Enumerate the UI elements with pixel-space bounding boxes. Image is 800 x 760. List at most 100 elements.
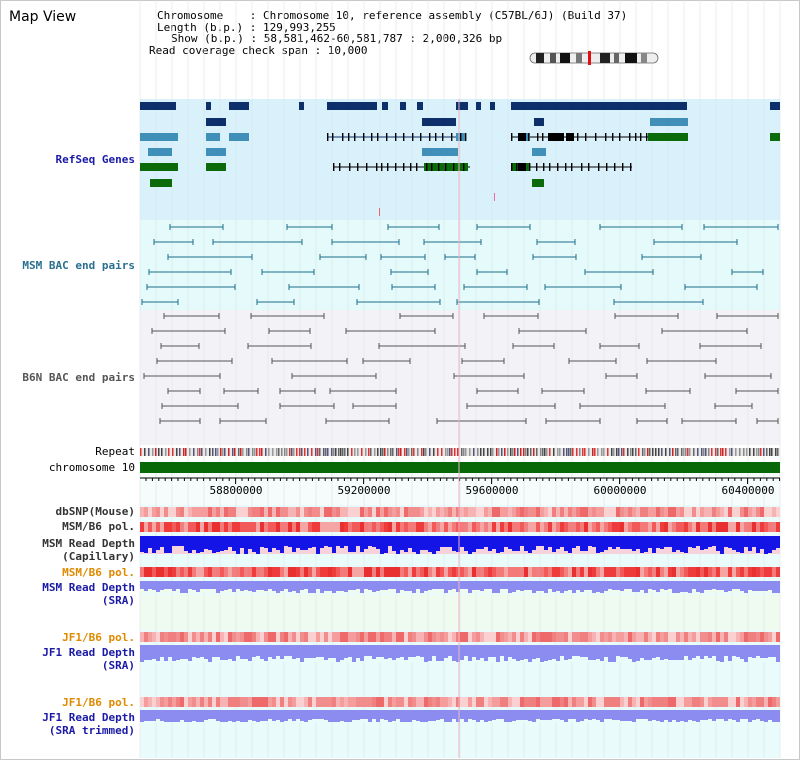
depth-bar — [140, 645, 144, 662]
refseq-gene[interactable] — [422, 148, 458, 156]
track-label-chromosome[interactable]: chromosome 10 — [48, 461, 135, 474]
repeat-track[interactable] — [140, 448, 780, 456]
depth-bar — [648, 710, 652, 721]
polymorphism-cell — [468, 522, 472, 532]
polymorphism-cell — [436, 507, 440, 517]
refseq-gene[interactable] — [490, 102, 495, 110]
depth-bar — [676, 645, 680, 660]
track-label-msm-bac[interactable]: MSM BAC end pairs — [22, 259, 135, 272]
refseq-gene[interactable] — [206, 118, 226, 126]
polymorphism-cell — [728, 697, 732, 707]
depth-bar — [212, 645, 216, 657]
refseq-gene[interactable] — [532, 148, 546, 156]
depth-bar — [328, 645, 332, 658]
polymorphism-tracks[interactable] — [140, 507, 780, 722]
refseq-gene[interactable] — [206, 102, 211, 110]
polymorphism-cell — [400, 567, 404, 577]
refseq-gene[interactable] — [400, 102, 406, 110]
refseq-gene[interactable] — [299, 102, 304, 110]
refseq-gene[interactable] — [148, 148, 172, 156]
track-label-msm-b6-pol-1[interactable]: MSM/B6 pol. — [62, 520, 135, 533]
polymorphism-cell — [212, 507, 216, 517]
refseq-gene[interactable] — [229, 133, 249, 141]
refseq-gene[interactable] — [534, 118, 544, 126]
depth-bar — [548, 645, 552, 660]
refseq-gene[interactable] — [382, 102, 388, 110]
msm-bac-pairs[interactable] — [141, 224, 779, 305]
depth-bar — [436, 581, 440, 589]
depth-bar — [364, 536, 368, 549]
repeat-element — [421, 448, 423, 456]
refseq-gene[interactable] — [206, 148, 226, 156]
depth-bar — [312, 710, 316, 719]
chromosome-ideogram[interactable] — [529, 51, 659, 65]
polymorphism-cell — [612, 632, 616, 642]
track-label-jf1-b6-pol-2[interactable]: JF1/B6 pol. — [62, 696, 135, 709]
polymorphism-cell — [564, 507, 568, 517]
refseq-gene[interactable] — [140, 163, 178, 171]
polymorphism-cell — [216, 507, 220, 517]
refseq-gene[interactable] — [206, 163, 226, 171]
polymorphism-cell — [252, 522, 256, 532]
refseq-gene[interactable] — [770, 133, 780, 141]
depth-bar — [324, 710, 328, 720]
polymorphism-cell — [656, 522, 660, 532]
polymorphism-cell — [240, 632, 244, 642]
depth-bar — [252, 536, 256, 552]
polymorphism-cell — [624, 632, 628, 642]
refseq-gene[interactable] — [770, 102, 780, 110]
repeat-element — [647, 448, 649, 456]
polymorphism-cell — [372, 697, 376, 707]
polymorphism-cell — [632, 567, 636, 577]
polymorphism-cell — [716, 697, 720, 707]
track-label-msm-depth-capillary[interactable]: MSM Read Depth (Capillary) — [0, 537, 135, 563]
repeat-element — [347, 448, 349, 456]
repeat-element — [217, 448, 219, 456]
polymorphism-cell — [532, 507, 536, 517]
track-label-jf1-depth-sra[interactable]: JF1 Read Depth (SRA) — [0, 646, 135, 672]
depth-bar — [332, 536, 336, 553]
track-label-refseq[interactable]: RefSeq Genes — [55, 153, 135, 166]
refseq-gene[interactable] — [456, 102, 468, 110]
track-label-msm-b6-pol-2[interactable]: MSM/B6 pol. — [62, 566, 135, 579]
refseq-gene[interactable] — [648, 133, 688, 141]
refseq-gene[interactable] — [327, 102, 377, 110]
polymorphism-cell — [144, 632, 148, 642]
refseq-gene[interactable] — [650, 118, 688, 126]
refseq-gene[interactable] — [532, 179, 544, 187]
depth-bar — [696, 710, 700, 722]
polymorphism-cell — [604, 697, 608, 707]
chromosome-bar[interactable] — [140, 462, 780, 473]
polymorphism-cell — [192, 632, 196, 642]
refseq-gene[interactable] — [150, 179, 172, 187]
refseq-gene[interactable] — [140, 102, 176, 110]
polymorphism-cell — [316, 567, 320, 577]
b6n-bac-pairs[interactable] — [143, 313, 779, 424]
track-label-b6n-bac[interactable]: B6N BAC end pairs — [22, 371, 135, 384]
refseq-gene[interactable] — [229, 102, 249, 110]
track-label-msm-depth-sra[interactable]: MSM Read Depth (SRA) — [0, 581, 135, 607]
track-label-jf1-b6-pol-1[interactable]: JF1/B6 pol. — [62, 631, 135, 644]
exon-tick — [438, 163, 440, 171]
refseq-gene[interactable] — [511, 102, 687, 110]
polymorphism-cell — [420, 632, 424, 642]
polymorphism-cell — [496, 522, 500, 532]
depth-bar — [424, 645, 428, 662]
depth-bar — [400, 536, 404, 550]
refseq-gene[interactable] — [206, 133, 220, 141]
track-label-jf1-depth-trimmed[interactable]: JF1 Read Depth (SRA trimmed) — [0, 711, 135, 737]
repeat-element — [319, 448, 321, 456]
refseq-gene[interactable] — [140, 133, 178, 141]
refseq-gene[interactable] — [417, 102, 423, 110]
polymorphism-cell — [184, 567, 188, 577]
polymorphism-cell — [248, 632, 252, 642]
polymorphism-cell — [368, 567, 372, 577]
polymorphism-cell — [544, 507, 548, 517]
refseq-gene[interactable] — [422, 118, 456, 126]
polymorphism-cell — [404, 632, 408, 642]
polymorphism-cell — [440, 697, 444, 707]
track-label-dbsnp[interactable]: dbSNP(Mouse) — [55, 505, 135, 518]
track-label-repeat[interactable]: Repeat — [95, 445, 135, 458]
refseq-gene[interactable] — [476, 102, 481, 110]
